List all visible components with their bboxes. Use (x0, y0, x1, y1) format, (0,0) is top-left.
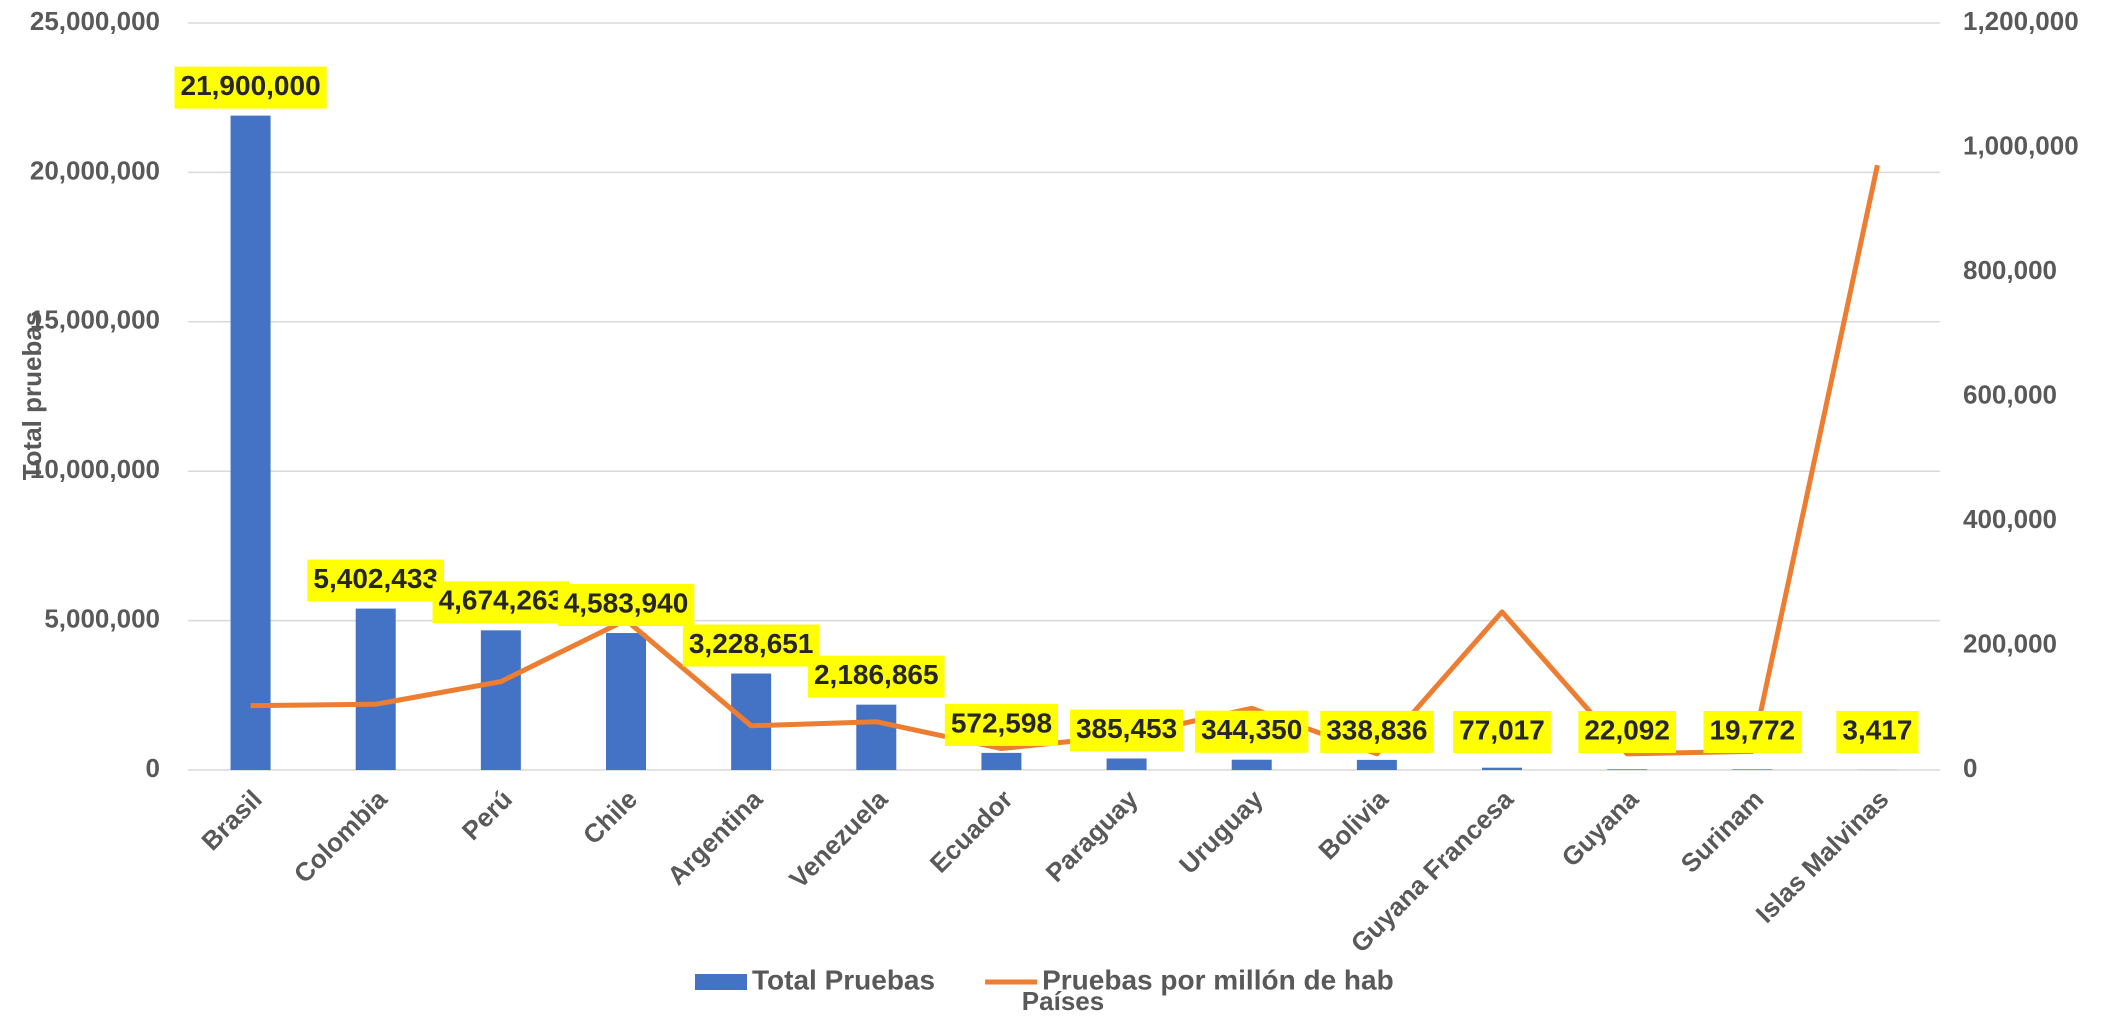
data-label: 344,350 (1195, 711, 1308, 753)
data-label: 3,417 (1836, 711, 1918, 753)
bar (981, 753, 1021, 770)
data-label-text: 2,186,865 (814, 659, 939, 690)
x-tick-label: Paraguay (1040, 784, 1144, 888)
legend-label: Total Pruebas (752, 964, 935, 995)
x-tick-label: Bolivia (1312, 784, 1394, 866)
y2-tick-label: 400,000 (1963, 504, 2057, 534)
data-label-text: 572,598 (951, 707, 1052, 738)
bar (1732, 769, 1772, 770)
bar (356, 609, 396, 770)
x-tick-label: Ecuador (924, 784, 1019, 879)
data-label-text: 22,092 (1584, 714, 1670, 745)
bar (1482, 768, 1522, 770)
bar (856, 705, 896, 770)
y2-tick-label: 200,000 (1963, 628, 2057, 658)
data-label-text: 4,583,940 (564, 587, 689, 618)
y-tick-label: 25,000,000 (30, 6, 160, 36)
data-label: 4,583,940 (558, 584, 695, 626)
data-label-text: 3,417 (1842, 714, 1912, 745)
y-tick-label: 20,000,000 (30, 155, 160, 185)
y2-tick-label: 800,000 (1963, 255, 2057, 285)
x-tick-label: Chile (577, 784, 643, 850)
x-tick-label: Uruguay (1173, 784, 1269, 880)
data-label: 572,598 (945, 704, 1058, 746)
x-tick-label: Argentina (661, 784, 768, 891)
bar (731, 674, 771, 770)
data-label-text: 385,453 (1076, 713, 1177, 744)
data-label: 3,228,651 (683, 625, 820, 667)
data-label-text: 77,017 (1459, 714, 1545, 745)
x-tick-label: Colombia (288, 784, 393, 889)
data-label: 21,900,000 (175, 67, 327, 109)
data-label-text: 3,228,651 (689, 628, 814, 659)
y-tick-label: 15,000,000 (30, 305, 160, 335)
x-tick-label: Perú (456, 784, 518, 846)
bar (481, 630, 521, 770)
x-tick-label: Guyana (1556, 784, 1645, 873)
data-label-text: 344,350 (1201, 714, 1302, 745)
bar (1232, 760, 1272, 770)
bar (606, 633, 646, 770)
data-label: 19,772 (1703, 711, 1801, 753)
legend-label: Pruebas por millón de hab (1042, 964, 1394, 995)
data-label: 385,453 (1070, 709, 1183, 751)
legend-swatch (695, 974, 747, 990)
x-tick-label: Surinam (1675, 784, 1770, 879)
data-label: 22,092 (1578, 711, 1676, 753)
bar (1107, 758, 1147, 770)
data-label-text: 21,900,000 (181, 70, 321, 101)
data-label-text: 5,402,433 (313, 563, 438, 594)
bar (231, 116, 271, 770)
y2-tick-label: 600,000 (1963, 379, 2057, 409)
bar (1607, 769, 1647, 770)
grid (188, 23, 1940, 770)
y2-tick-label: 0 (1963, 753, 1977, 783)
data-label: 77,017 (1453, 711, 1551, 753)
x-tick-label: Venezuela (783, 784, 894, 895)
data-label: 338,836 (1320, 711, 1433, 753)
data-label-text: 19,772 (1709, 714, 1795, 745)
y2-tick-label: 1,200,000 (1963, 6, 2079, 36)
bar (1357, 760, 1397, 770)
x-tick-label: Islas Malvinas (1750, 784, 1895, 929)
data-label-text: 338,836 (1326, 714, 1427, 745)
data-label-text: 4,674,263 (439, 585, 564, 616)
y2-tick-label: 1,000,000 (1963, 130, 2079, 160)
y-tick-label: 5,000,000 (44, 603, 160, 633)
data-label: 2,186,865 (808, 656, 945, 698)
data-label: 5,402,433 (307, 560, 444, 602)
data-label: 4,674,263 (433, 581, 570, 623)
y-tick-label: 0 (146, 753, 160, 783)
y-tick-label: 10,000,000 (30, 454, 160, 484)
x-tick-label: Brasil (195, 784, 267, 856)
